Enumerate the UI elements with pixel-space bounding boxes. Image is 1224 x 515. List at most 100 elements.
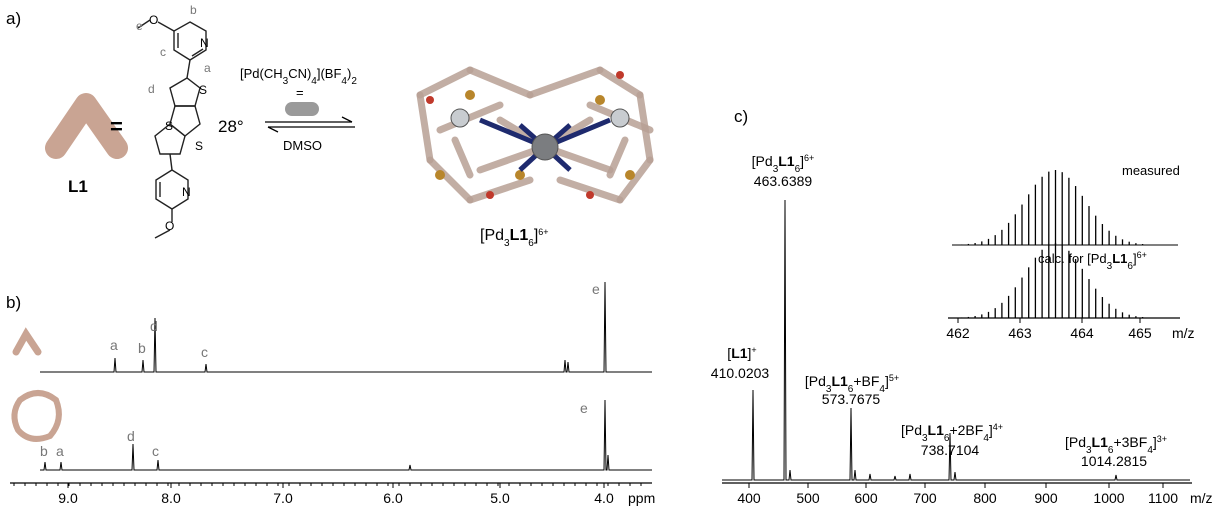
text-part: L1 [778, 153, 795, 169]
text-part: ] [885, 373, 889, 389]
mz-label: 463.6389 [754, 173, 813, 189]
mz-label: 738.7104 [921, 442, 980, 458]
atom: S [165, 119, 173, 133]
peak-label: e [592, 281, 600, 297]
equals: = [296, 85, 304, 100]
ion-label: [Pd3L16]6+ [752, 153, 815, 175]
pd-icon [285, 102, 319, 116]
text-part: 2 [351, 76, 357, 87]
text-part: 4+ [993, 422, 1003, 432]
inset-label: calc. for [Pd3L16]6+ [1038, 250, 1147, 272]
peak-label: d [127, 428, 135, 444]
text-part: +3BF [1113, 434, 1147, 450]
text-part: [Pd [480, 227, 504, 244]
text-part: 3 [504, 238, 510, 249]
oxygen [426, 96, 434, 104]
stick [596, 66, 644, 99]
tick-label: 900 [1034, 490, 1058, 506]
stick [526, 66, 604, 99]
text-part: [ [727, 345, 731, 361]
shape [267, 126, 279, 133]
stick [416, 91, 434, 164]
tick-label: 800 [973, 490, 997, 506]
cage-icon [11, 390, 62, 442]
shape [137, 19, 151, 29]
text-part: 6+ [1137, 250, 1147, 260]
axis-unit: m/z [1190, 490, 1213, 506]
equilibrium-arrow [265, 116, 355, 133]
tick-label: 8.0 [161, 490, 181, 506]
text-part: [Pd [901, 422, 922, 438]
site-label: c [160, 45, 166, 59]
shape: 462 463 464 465 [946, 318, 1152, 341]
text-part: L1 [1092, 434, 1109, 450]
peak-label: b [138, 340, 146, 356]
spectrum [40, 399, 652, 471]
text-part: ] [534, 227, 538, 244]
text-part: [Pd(CH [240, 66, 283, 81]
ion-label: [L1]+ [727, 345, 756, 361]
shape [169, 105, 201, 137]
ligand-icon [45, 93, 128, 159]
sulfur [435, 170, 445, 180]
text-part: 3+ [1157, 434, 1167, 444]
text-part: [Pd [805, 373, 826, 389]
site-label: d [148, 82, 155, 96]
text-part: ] [1133, 251, 1137, 266]
oxygen [586, 191, 594, 199]
sulfur [465, 90, 475, 100]
text-part: 5+ [889, 373, 899, 383]
tick-label: 465 [1128, 325, 1152, 341]
mz-label: 410.0203 [711, 365, 770, 381]
text-part: calc. for [Pd [1038, 251, 1107, 266]
atom: S [195, 139, 203, 153]
text-part: 3 [922, 433, 928, 444]
stick [616, 156, 654, 204]
site-label: b [190, 3, 197, 17]
ligand-label: L1 [68, 177, 88, 196]
text-part: L1 [1112, 251, 1127, 266]
peak-label: b [40, 443, 48, 459]
atom: O [165, 219, 174, 233]
text-part: + [751, 345, 756, 355]
atom: O [149, 13, 158, 27]
sulfur [625, 170, 635, 180]
angle: 28° [218, 117, 244, 136]
stick [556, 176, 624, 204]
text-part: +2BF [949, 422, 983, 438]
tick-label: 600 [854, 490, 878, 506]
stick [436, 101, 504, 134]
shape: e b c a d O N S S S N O [136, 3, 211, 233]
text-part: 4 [341, 76, 347, 87]
text-part: [Pd [752, 153, 773, 169]
text-part: ] [989, 422, 993, 438]
ion-label: [Pd3L16+3BF4]3+ [1065, 434, 1167, 456]
text-part: 3 [826, 384, 832, 395]
inset-label: measured [1122, 163, 1180, 178]
text-part: 6 [848, 384, 854, 395]
mz-label: 1014.2815 [1081, 453, 1147, 469]
text-part: 6 [528, 238, 534, 249]
shape [191, 48, 204, 57]
equals: = [110, 114, 123, 139]
text-part: 6 [944, 433, 950, 444]
spectrum [722, 199, 1190, 481]
shape [186, 59, 191, 79]
panel-label: a) [6, 9, 21, 28]
text-part: +BF [853, 373, 879, 389]
solvent: DMSO [283, 138, 322, 153]
shape [169, 77, 201, 107]
tick-label: 462 [946, 325, 970, 341]
stick [606, 136, 629, 179]
peak-label: a [56, 443, 64, 459]
peak-label: a [110, 337, 118, 353]
text-part: [Pd [1065, 434, 1086, 450]
tick-label: 9.0 [58, 490, 78, 506]
peak-label: d [150, 318, 158, 334]
text-part: 4 [879, 384, 885, 395]
tick-label: 1100 [1148, 490, 1178, 506]
ligand-icon [12, 327, 42, 356]
tick-label: 463 [1008, 325, 1032, 341]
tick-label: 5.0 [490, 490, 510, 506]
tick-label: 7.0 [273, 490, 293, 506]
